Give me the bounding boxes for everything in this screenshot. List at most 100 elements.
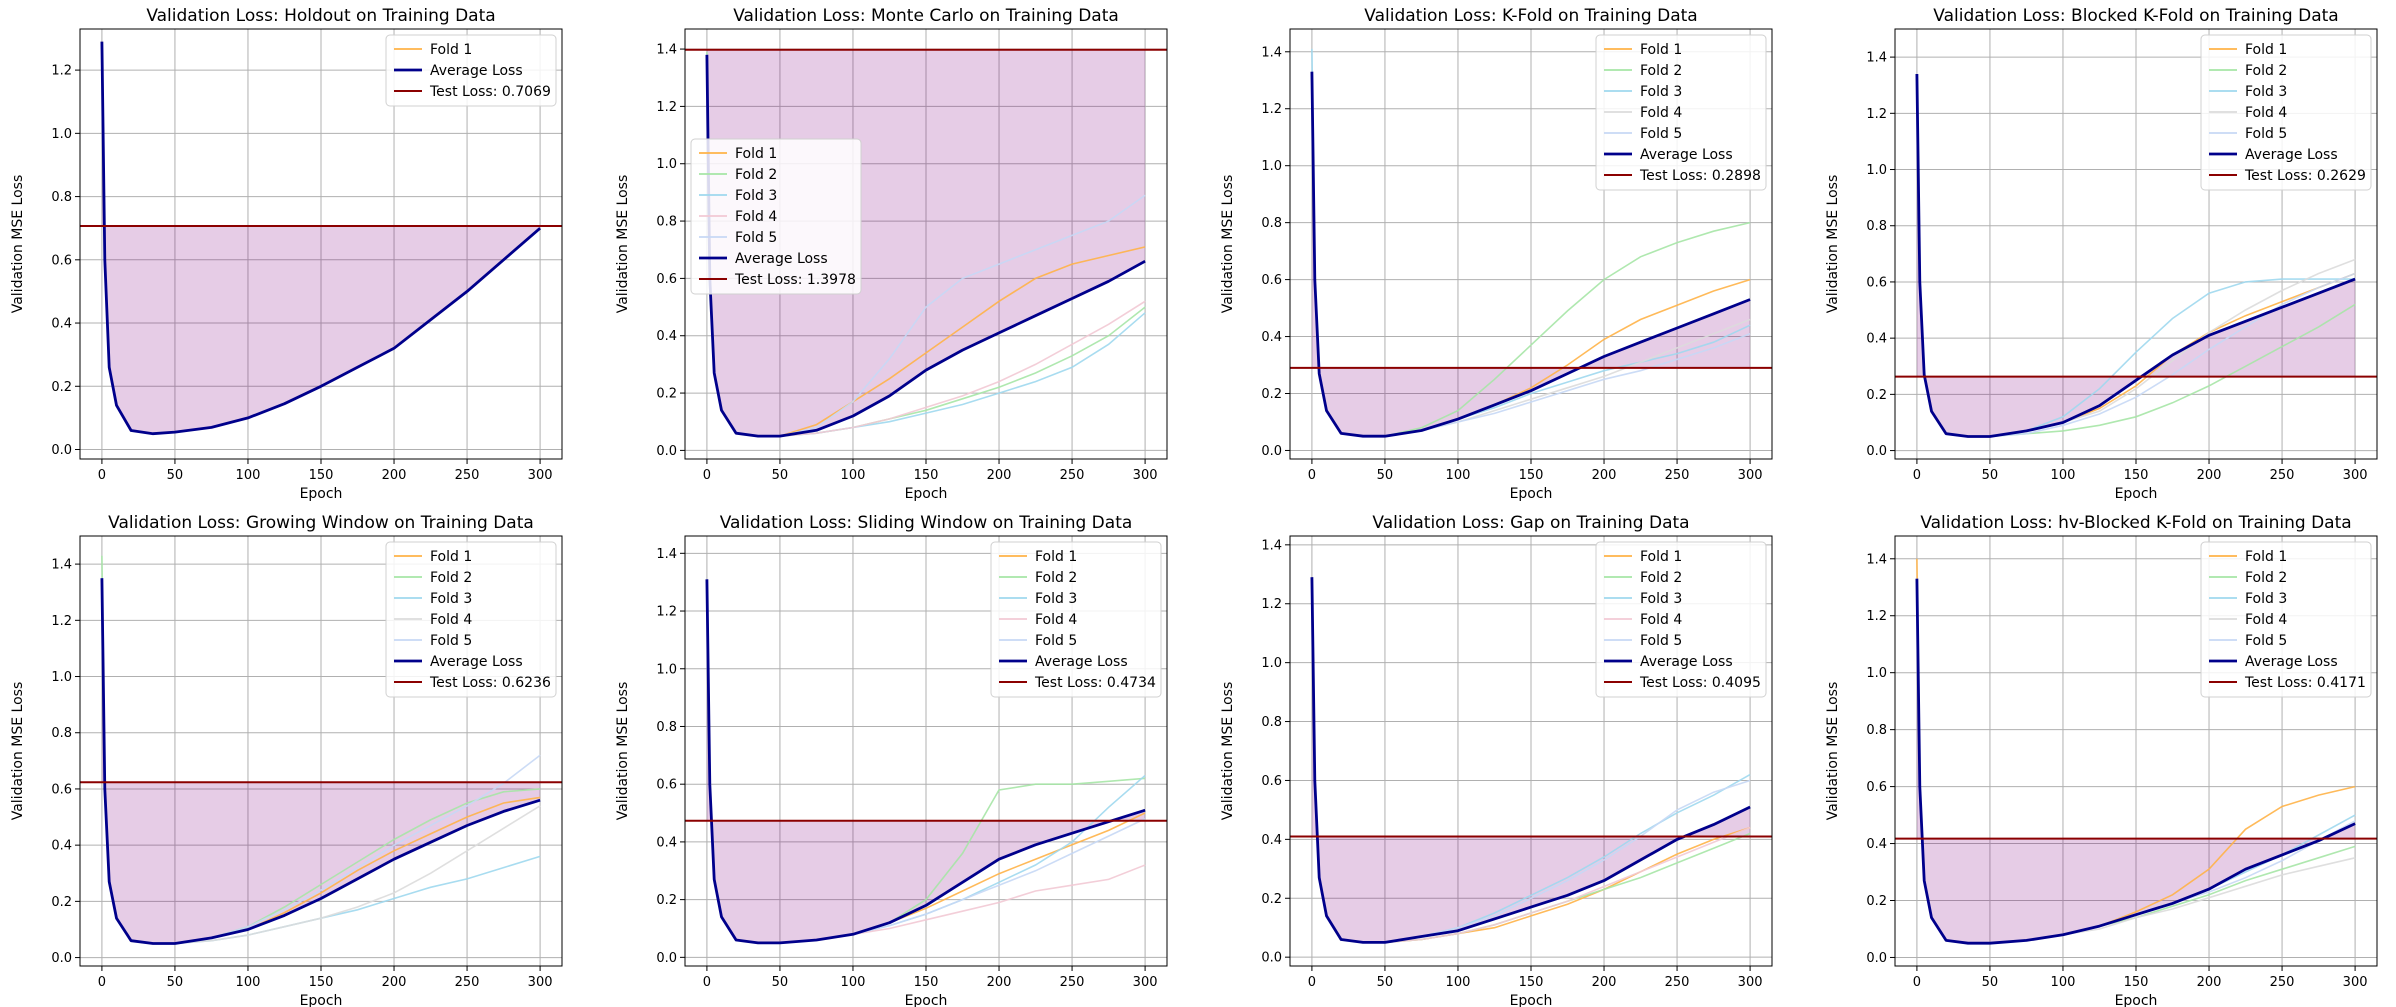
x-tick-label: 250 [1665, 468, 1690, 483]
x-tick-label: 0 [98, 468, 106, 483]
y-tick-label: 0.6 [51, 782, 72, 797]
y-tick-label: 1.4 [1866, 552, 1887, 567]
x-tick-label: 100 [1446, 468, 1471, 483]
x-axis-label: Epoch [300, 486, 343, 502]
y-axis-label: Validation MSE Loss [1825, 175, 1841, 314]
x-tick-label: 300 [1133, 468, 1158, 483]
loss-gap-shading [706, 579, 1146, 943]
series-line-average [1915, 578, 2356, 945]
series-line-average [100, 578, 541, 945]
chart-title: Validation Loss: K-Fold on Training Data [1364, 6, 1697, 26]
y-tick-label: 0.0 [1261, 444, 1282, 459]
y-tick-label: 0.0 [1261, 951, 1282, 966]
y-tick-label: 1.0 [656, 157, 677, 172]
x-tick-label: 50 [167, 468, 184, 483]
x-tick-label: 50 [772, 975, 789, 990]
legend-box [385, 541, 557, 698]
x-tick-label: 200 [382, 975, 407, 990]
x-axis-label: Epoch [2115, 993, 2158, 1007]
legend-label: Average Loss [1035, 654, 1128, 670]
legend-label: Average Loss [430, 654, 523, 670]
x-tick-label: 300 [2343, 468, 2368, 483]
x-tick-label: 200 [1592, 975, 1617, 990]
y-tick-label: 0.8 [51, 726, 72, 741]
y-tick-label: 1.2 [51, 614, 72, 629]
legend-label: Fold 3 [430, 591, 472, 607]
x-axis-label: Epoch [905, 993, 948, 1007]
y-tick-label: 0.6 [1261, 273, 1282, 288]
legend-box [690, 138, 862, 295]
legend-label: Test Loss: 0.7069 [429, 84, 551, 100]
y-tick-label: 0.0 [51, 951, 72, 966]
subplot-1: 0 50 100 150 200 250 300 0.0 0.2 0.4 0.6 0.8 1.0 1.2 V… [10, 6, 563, 502]
y-tick-label: 1.0 [1261, 656, 1282, 671]
y-tick-label: 1.0 [656, 662, 677, 677]
legend-label: Fold 3 [1640, 84, 1682, 100]
legend-label: Fold 2 [2245, 570, 2287, 586]
series-line-average [705, 579, 1146, 945]
x-tick-label: 250 [455, 975, 480, 990]
x-axis-label: Epoch [300, 993, 343, 1007]
x-tick-label: 300 [528, 975, 553, 990]
legend-label: Fold 3 [2245, 591, 2287, 607]
series-line-average [1915, 73, 2356, 438]
subplot-7: 0 50 100 150 200 250 300 0.0 0.2 0.4 0.6 0.8 1.0 1.2 1… [1220, 513, 1773, 1007]
x-tick-label: 100 [2051, 975, 2076, 990]
legend-label: Fold 1 [2245, 42, 2287, 58]
legend: Fold 1 Fold 2 Fold 3 Fold 4 Fold 5 Average Lo… [385, 541, 557, 698]
x-tick-label: 0 [703, 975, 711, 990]
legend-label: Fold 3 [1640, 591, 1682, 607]
x-axis-label: Epoch [905, 486, 948, 502]
y-tick-label: 0.2 [1866, 894, 1887, 909]
legend-label: Fold 2 [735, 167, 777, 183]
legend-label: Test Loss: 0.2629 [2244, 168, 2366, 184]
legend-label: Test Loss: 1.3978 [734, 272, 856, 288]
legend-label: Fold 1 [1640, 42, 1682, 58]
y-tick-label: 1.0 [1866, 163, 1887, 178]
legend-label: Fold 1 [430, 42, 472, 58]
legend-label: Test Loss: 0.6236 [429, 675, 551, 691]
y-tick-label: 1.0 [51, 670, 72, 685]
legend-label: Fold 4 [2245, 612, 2287, 628]
legend-label: Fold 5 [735, 230, 777, 246]
x-tick-label: 100 [841, 975, 866, 990]
legend-label: Fold 5 [1640, 633, 1682, 649]
legend-label: Fold 1 [2245, 549, 2287, 565]
y-tick-label: 0.4 [656, 329, 677, 344]
y-axis-label: Validation MSE Loss [1220, 682, 1236, 821]
x-tick-label: 50 [1377, 468, 1394, 483]
x-tick-label: 200 [987, 468, 1012, 483]
legend-label: Fold 5 [430, 633, 472, 649]
y-tick-label: 1.2 [656, 605, 677, 620]
y-axis-label: Validation MSE Loss [1220, 175, 1236, 314]
y-tick-label: 0.8 [1261, 216, 1282, 231]
x-axis-label: Epoch [1510, 486, 1553, 502]
legend-label: Fold 5 [1640, 126, 1682, 142]
y-tick-label: 0.0 [656, 951, 677, 966]
y-tick-label: 0.2 [1261, 892, 1282, 907]
y-tick-label: 0.2 [1261, 387, 1282, 402]
y-tick-label: 0.4 [1866, 332, 1887, 347]
subplot-8: 0 50 100 150 200 250 300 0.0 0.2 0.4 0.6 0.8 1.0 1.2 1… [1825, 513, 2378, 1007]
x-axis-label: Epoch [1510, 993, 1553, 1007]
x-tick-label: 250 [1060, 468, 1085, 483]
y-tick-label: 0.6 [656, 778, 677, 793]
legend-label: Fold 2 [1035, 570, 1077, 586]
x-tick-label: 150 [914, 975, 939, 990]
legend-label: Fold 5 [1035, 633, 1077, 649]
x-tick-label: 50 [167, 975, 184, 990]
legend-label: Fold 2 [430, 570, 472, 586]
x-tick-label: 300 [1738, 975, 1763, 990]
legend-label: Fold 2 [1640, 63, 1682, 79]
y-tick-label: 0.0 [656, 444, 677, 459]
legend-label: Fold 1 [430, 549, 472, 565]
y-tick-label: 0.6 [1866, 780, 1887, 795]
x-tick-label: 150 [309, 975, 334, 990]
y-tick-label: 1.0 [51, 127, 72, 142]
legend-label: Average Loss [2245, 654, 2338, 670]
legend-label: Fold 1 [1035, 549, 1077, 565]
y-axis-label: Validation MSE Loss [10, 682, 26, 821]
chart-title: Validation Loss: Sliding Window on Train… [720, 513, 1133, 533]
legend: Fold 1 Fold 2 Fold 3 Fold 4 Fold 5 Average Lo… [1595, 34, 1767, 191]
